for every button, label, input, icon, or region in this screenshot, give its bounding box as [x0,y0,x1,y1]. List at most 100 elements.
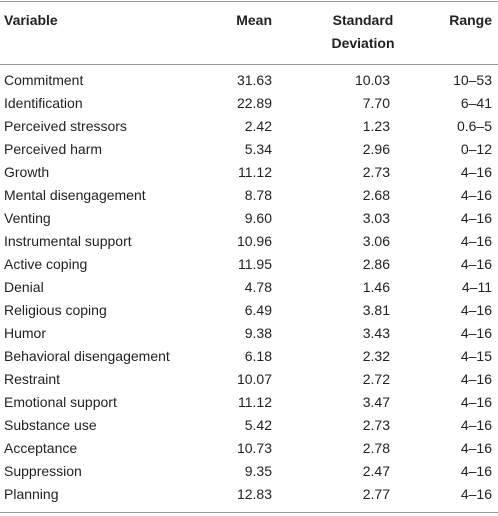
cell-range: 0.6–5 [456,118,492,134]
cell-range: 4–16 [460,325,492,341]
cell-range: 4–11 [461,279,492,295]
cell-variable: Behavioral disengagement [4,348,170,364]
cell-standard-deviation: 2.72 [362,371,390,387]
header-range: Range [449,12,492,28]
table-row: Acceptance 10.73 2.78 4–16 [0,437,498,460]
table-row: Perceived harm 5.34 2.96 0–12 [0,138,498,161]
cell-range: 4–16 [460,302,492,318]
table-row: Humor 9.38 3.43 4–16 [0,322,498,345]
cell-mean: 10.73 [236,440,272,456]
table-header-rule [0,64,498,65]
cell-standard-deviation: 3.03 [362,210,390,226]
cell-mean: 22.89 [236,95,272,111]
cell-standard-deviation: 2.78 [362,440,390,456]
cell-range: 4–16 [460,164,492,180]
cell-variable: Denial [4,279,44,295]
cell-mean: 10.96 [236,233,272,249]
cell-range: 4–16 [460,187,492,203]
cell-mean: 5.34 [244,141,272,157]
cell-range: 10–53 [453,72,492,88]
table-row: Identification 22.89 7.70 6–41 [0,92,498,115]
cell-variable: Planning [4,486,59,502]
table-row: Behavioral disengagement 6.18 2.32 4–15 [0,345,498,368]
cell-mean: 12.83 [236,486,272,502]
header-standard-deviation: Standard Deviation [318,9,408,55]
cell-range: 4–16 [460,440,492,456]
cell-standard-deviation: 3.06 [362,233,390,249]
header-mean: Mean [236,12,272,28]
cell-standard-deviation: 1.46 [362,279,390,295]
cell-standard-deviation: 2.68 [362,187,390,203]
table-row: Religious coping 6.49 3.81 4–16 [0,299,498,322]
table-row: Growth 11.12 2.73 4–16 [0,161,498,184]
table-row: Suppression 9.35 2.47 4–16 [0,460,498,483]
cell-mean: 31.63 [236,72,272,88]
cell-mean: 5.42 [244,417,272,433]
table-row: Substance use 5.42 2.73 4–16 [0,414,498,437]
cell-range: 4–16 [460,256,492,272]
cell-range: 4–16 [460,371,492,387]
table-row: Instrumental support 10.96 3.06 4–16 [0,230,498,253]
cell-mean: 11.12 [238,164,272,180]
cell-mean: 9.38 [244,325,272,341]
cell-mean: 11.12 [238,394,272,410]
header-variable: Variable [4,12,58,28]
table-row: Mental disengagement 8.78 2.68 4–16 [0,184,498,207]
cell-variable: Venting [4,210,51,226]
table-row: Commitment 31.63 10.03 10–53 [0,69,498,92]
table-top-rule [0,1,498,2]
cell-variable: Perceived harm [4,141,103,157]
cell-variable: Mental disengagement [4,187,146,203]
header-std-line1: Standard [332,12,394,28]
table-row: Perceived stressors 2.42 1.23 0.6–5 [0,115,498,138]
table-row: Denial 4.78 1.46 4–11 [0,276,498,299]
cell-variable: Instrumental support [4,233,132,249]
cell-mean: 10.07 [236,371,272,387]
cell-mean: 11.95 [238,256,272,272]
cell-variable: Emotional support [4,394,117,410]
table-bottom-rule [0,512,498,513]
table-row: Active coping 11.95 2.86 4–16 [0,253,498,276]
cell-standard-deviation: 2.86 [362,256,390,272]
cell-range: 0–12 [460,141,492,157]
table-row: Emotional support 11.12 3.47 4–16 [0,391,498,414]
header-std-line2: Deviation [331,35,395,51]
cell-mean: 9.35 [244,463,272,479]
cell-range: 4–16 [460,233,492,249]
cell-standard-deviation: 1.23 [362,118,390,134]
cell-mean: 6.18 [244,348,272,364]
cell-variable: Substance use [4,417,97,433]
cell-range: 4–15 [460,348,492,364]
cell-variable: Restraint [4,371,61,387]
cell-standard-deviation: 3.47 [362,394,390,410]
cell-standard-deviation: 10.03 [354,72,390,88]
cell-mean: 8.78 [244,187,272,203]
cell-variable: Commitment [4,72,84,88]
cell-standard-deviation: 3.81 [362,302,390,318]
cell-standard-deviation: 7.70 [362,95,390,111]
cell-variable: Identification [4,95,83,111]
cell-range: 4–16 [460,394,492,410]
cell-variable: Perceived stressors [4,118,127,134]
cell-variable: Religious coping [4,302,107,318]
cell-range: 4–16 [460,210,492,226]
cell-mean: 9.60 [244,210,272,226]
table-row: Restraint 10.07 2.72 4–16 [0,368,498,391]
cell-mean: 6.49 [244,302,272,318]
cell-mean: 2.42 [244,118,272,134]
cell-range: 4–16 [460,417,492,433]
cell-range: 6–41 [460,95,492,111]
cell-variable: Suppression [4,463,82,479]
cell-standard-deviation: 2.73 [362,417,390,433]
table-row: Planning 12.83 2.77 4–16 [0,483,498,506]
cell-variable: Acceptance [4,440,78,456]
cell-standard-deviation: 2.73 [362,164,390,180]
cell-range: 4–16 [460,463,492,479]
cell-range: 4–16 [460,486,492,502]
cell-mean: 4.78 [244,279,272,295]
cell-standard-deviation: 2.47 [362,463,390,479]
cell-standard-deviation: 2.96 [362,141,390,157]
table-body: Commitment 31.63 10.03 10–53 Identification 2… [0,69,498,506]
cell-standard-deviation: 2.77 [362,486,390,502]
